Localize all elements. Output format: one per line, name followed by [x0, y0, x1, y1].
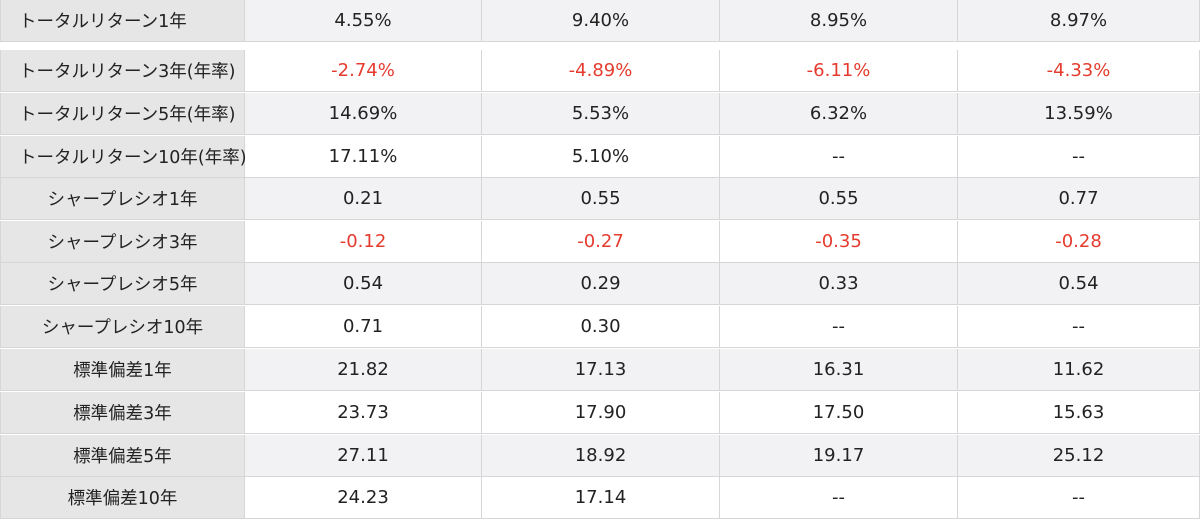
row-label: 標準偏差3年	[0, 392, 245, 434]
table-row: シャープレシオ10年 0.71 0.30 -- --	[0, 306, 1200, 348]
table-cell: -4.89%	[482, 50, 720, 92]
row-label: トータルリターン1年	[0, 0, 245, 42]
table-cell: 0.29	[482, 263, 720, 305]
row-label: シャープレシオ3年	[0, 221, 245, 263]
table-row: 標準偏差5年 27.11 18.92 19.17 25.12	[0, 435, 1200, 477]
table-cell: -0.27	[482, 221, 720, 263]
row-label: トータルリターン10年(年率)	[0, 136, 247, 178]
table-cell: --	[958, 136, 1200, 178]
table-cell: 5.53%	[482, 93, 720, 135]
table-cell: 27.11	[245, 435, 482, 477]
table-cell: 11.62	[958, 349, 1200, 391]
table-cell: 16.31	[720, 349, 958, 391]
table-cell: 9.40%	[482, 0, 720, 42]
row-label: シャープレシオ1年	[0, 178, 245, 220]
table-cell: 0.55	[720, 178, 958, 220]
table-cell: --	[720, 306, 958, 348]
table-cell: --	[720, 136, 958, 178]
table-cell: 17.14	[482, 477, 720, 519]
table-cell: 24.23	[245, 477, 482, 519]
table-cell: --	[958, 477, 1200, 519]
table-cell: 23.73	[245, 392, 482, 434]
table-cell: 21.82	[245, 349, 482, 391]
table-cell: 0.54	[958, 263, 1200, 305]
table-row: トータルリターン1年 4.55% 9.40% 8.95% 8.97%	[0, 0, 1200, 42]
table-cell: 5.10%	[482, 136, 720, 178]
table-cell: -6.11%	[720, 50, 958, 92]
table-cell: 4.55%	[245, 0, 482, 42]
table-row: トータルリターン5年(年率) 14.69% 5.53% 6.32% 13.59%	[0, 93, 1200, 135]
table-cell: 17.50	[720, 392, 958, 434]
table-cell: -4.33%	[958, 50, 1200, 92]
table-cell: 0.77	[958, 178, 1200, 220]
table-cell: 17.90	[482, 392, 720, 434]
table-row: トータルリターン3年(年率) -2.74% -4.89% -6.11% -4.3…	[0, 50, 1200, 92]
table-cell: 0.30	[482, 306, 720, 348]
table-row: 標準偏差10年 24.23 17.14 -- --	[0, 477, 1200, 519]
row-label: 標準偏差10年	[0, 477, 245, 519]
row-label: シャープレシオ5年	[0, 263, 245, 305]
table-cell: 0.55	[482, 178, 720, 220]
row-label: トータルリターン3年(年率)	[0, 50, 245, 92]
table-cell: 8.97%	[958, 0, 1200, 42]
row-label: シャープレシオ10年	[0, 306, 245, 348]
table-cell: -0.28	[958, 221, 1200, 263]
table-row: トータルリターン10年(年率) 17.11% 5.10% -- --	[0, 136, 1200, 178]
row-label: トータルリターン5年(年率)	[0, 93, 245, 135]
table-cell: 0.71	[245, 306, 482, 348]
table-cell: 13.59%	[958, 93, 1200, 135]
row-label: 標準偏差5年	[0, 435, 245, 477]
table-row: シャープレシオ1年 0.21 0.55 0.55 0.77	[0, 178, 1200, 220]
table-row: 標準偏差1年 21.82 17.13 16.31 11.62	[0, 349, 1200, 391]
table-cell: -0.12	[245, 221, 482, 263]
table-row: シャープレシオ5年 0.54 0.29 0.33 0.54	[0, 263, 1200, 305]
table-cell: --	[720, 477, 958, 519]
table-cell: 6.32%	[720, 93, 958, 135]
table-row: 標準偏差3年 23.73 17.90 17.50 15.63	[0, 392, 1200, 434]
table-cell: 19.17	[720, 435, 958, 477]
table-cell: --	[958, 306, 1200, 348]
table-cell: 17.11%	[245, 136, 482, 178]
table-cell: 15.63	[958, 392, 1200, 434]
table-cell: 18.92	[482, 435, 720, 477]
table-cell: 14.69%	[245, 93, 482, 135]
table-cell: 0.33	[720, 263, 958, 305]
row-label: 標準偏差1年	[0, 349, 245, 391]
table-cell: 25.12	[958, 435, 1200, 477]
table-cell: 0.54	[245, 263, 482, 305]
table-cell: -0.35	[720, 221, 958, 263]
table-cell: 8.95%	[720, 0, 958, 42]
table-cell: 17.13	[482, 349, 720, 391]
table-cell: 0.21	[245, 178, 482, 220]
table-row: シャープレシオ3年 -0.12 -0.27 -0.35 -0.28	[0, 221, 1200, 263]
table-cell: -2.74%	[245, 50, 482, 92]
